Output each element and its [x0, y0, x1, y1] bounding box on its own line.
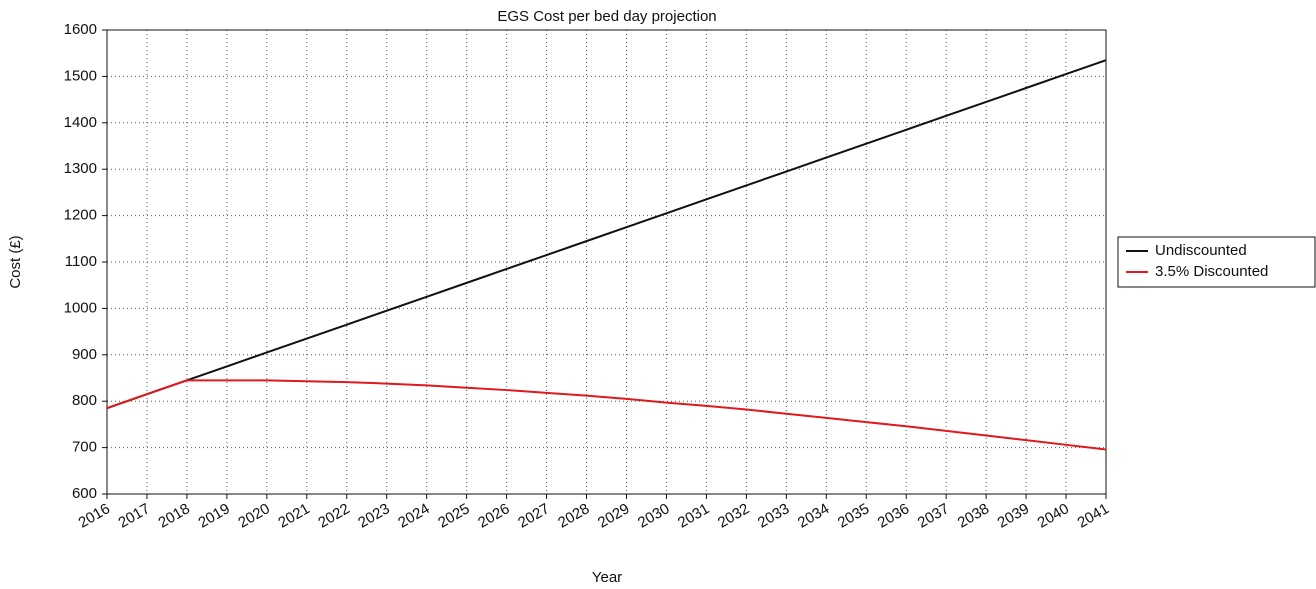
y-tick-label: 1000 — [64, 299, 97, 316]
x-axis-label: Year — [592, 569, 622, 586]
plot-frame — [106, 29, 1107, 495]
x-tick-label: 2037 — [915, 500, 952, 531]
x-tick-label: 2032 — [715, 500, 752, 531]
y-tick-label: 900 — [72, 346, 97, 363]
x-tick-label: 2025 — [435, 500, 472, 531]
x-tick-label: 2039 — [995, 500, 1032, 531]
y-tick-label: 1600 — [64, 21, 97, 38]
x-tick-label: 2033 — [755, 500, 792, 531]
x-tick-label: 2034 — [795, 500, 832, 531]
x-tick-label: 2016 — [76, 500, 113, 531]
y-tick-label: 1500 — [64, 67, 97, 84]
y-tick-label: 800 — [72, 392, 97, 409]
x-tick-label: 2020 — [235, 500, 272, 531]
x-tick-label: 2018 — [156, 500, 193, 531]
x-tick-label: 2024 — [395, 500, 432, 531]
x-tick-label: 2028 — [555, 500, 592, 531]
y-tick-label: 1300 — [64, 160, 97, 177]
x-tick-label: 2023 — [355, 500, 392, 531]
x-tick-label: 2019 — [195, 500, 232, 531]
chart-title: EGS Cost per bed day projection — [497, 8, 716, 25]
x-tick-label: 2026 — [475, 500, 512, 531]
y-tick-label: 600 — [72, 485, 97, 502]
line — [106, 59, 1107, 410]
y-tick-label: 1200 — [64, 207, 97, 224]
y-tick-label: 700 — [72, 439, 97, 456]
x-tick-label: 2017 — [116, 500, 153, 531]
x-tick-label: 2031 — [675, 500, 712, 531]
legend-label: 3.5% Discounted — [1155, 263, 1268, 280]
legend-label: Undiscounted — [1155, 242, 1247, 259]
x-tick-label: 2036 — [875, 500, 912, 531]
line — [106, 379, 1107, 451]
x-tick-label: 2038 — [955, 500, 992, 531]
x-tick-label: 2030 — [635, 500, 672, 531]
legend-box — [1117, 236, 1316, 288]
y-axis-label: Cost (£) — [7, 235, 24, 288]
x-tick-label: 2029 — [595, 500, 632, 531]
x-tick-label: 2021 — [275, 500, 312, 531]
x-tick-label: 2040 — [1035, 500, 1072, 531]
x-tick-label: 2035 — [835, 500, 872, 531]
y-tick-label: 1400 — [64, 114, 97, 131]
y-tick-label: 1100 — [65, 253, 97, 270]
x-tick-label: 2041 — [1075, 500, 1112, 531]
x-tick-label: 2022 — [315, 500, 352, 531]
x-tick-label: 2027 — [515, 500, 552, 531]
